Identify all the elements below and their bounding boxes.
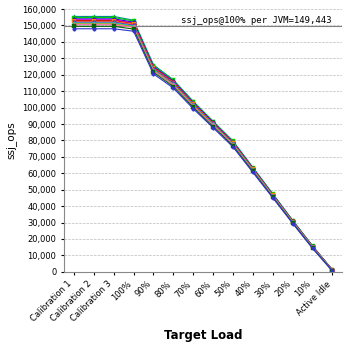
Text: ssj_ops@100% per JVM=149,443: ssj_ops@100% per JVM=149,443 <box>181 16 331 25</box>
X-axis label: Target Load: Target Load <box>164 330 243 342</box>
Y-axis label: ssj_ops: ssj_ops <box>6 121 16 159</box>
